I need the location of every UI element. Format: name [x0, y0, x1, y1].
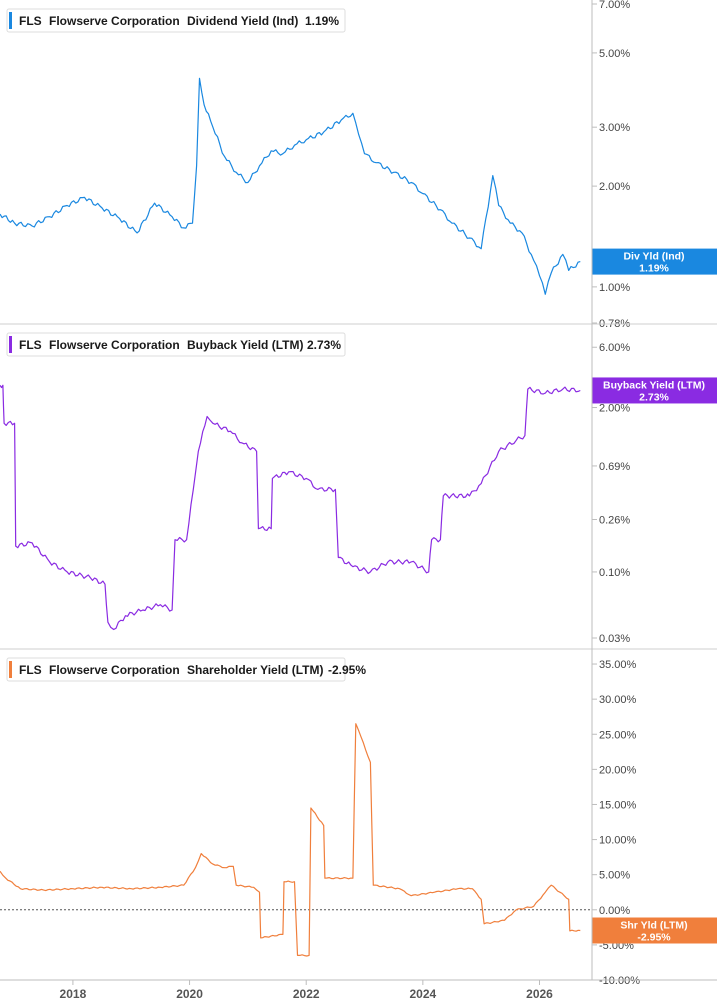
- x-tick-label: 2024: [410, 987, 437, 1001]
- shareholder-value-badge: [592, 917, 717, 944]
- y-tick-label: 2.00%: [599, 181, 630, 193]
- legend-metric: Dividend Yield (Ind): [187, 14, 298, 28]
- legend-metric: Shareholder Yield (LTM): [187, 663, 323, 677]
- y-tick-label: 0.10%: [599, 567, 630, 579]
- badge-label: Shr Yld (LTM): [620, 920, 687, 932]
- x-tick-label: 2022: [293, 987, 320, 1001]
- badge-value: 1.19%: [639, 263, 669, 275]
- legend-box: [6, 657, 346, 682]
- y-tick-label: 0.69%: [599, 461, 630, 473]
- y-tick-label: 15.00%: [599, 799, 637, 811]
- legend-color-swatch: [9, 12, 12, 29]
- legend-company: Flowserve Corporation: [49, 663, 180, 677]
- y-tick-label: 5.00%: [599, 48, 630, 60]
- legend-value: 1.19%: [305, 14, 339, 28]
- y-tick-label: 7.00%: [599, 0, 630, 11]
- legend-ticker: FLS: [19, 338, 42, 352]
- badge-value: 2.73%: [639, 391, 669, 403]
- legend-box: [6, 332, 346, 357]
- buyback-series-line: [0, 384, 581, 631]
- legend-box: [6, 8, 346, 33]
- legend-value: -2.95%: [328, 663, 366, 677]
- badge-label: Div Yld (Ind): [623, 251, 684, 263]
- y-tick-label: 30.00%: [599, 694, 637, 706]
- y-tick-label: 1.00%: [599, 282, 630, 294]
- y-tick-label: 3.00%: [599, 122, 630, 134]
- x-tick-label: 2018: [60, 987, 87, 1001]
- x-tick-label: 2020: [176, 987, 203, 1001]
- dividend-series-line: [0, 77, 581, 295]
- legend-value: 2.73%: [307, 338, 341, 352]
- y-tick-label: 0.00%: [599, 905, 630, 917]
- legend-color-swatch: [9, 661, 12, 678]
- legend-company: Flowserve Corporation: [49, 338, 180, 352]
- legend-ticker: FLS: [19, 663, 42, 677]
- shareholder-series-line: [0, 723, 581, 957]
- y-tick-label: 35.00%: [599, 659, 637, 671]
- buyback-value-badge: [592, 377, 717, 404]
- badge-label: Buyback Yield (LTM): [603, 379, 705, 391]
- y-tick-label: 0.26%: [599, 514, 630, 526]
- y-tick-label: 6.00%: [599, 342, 630, 354]
- badge-value: -2.95%: [637, 932, 671, 944]
- y-tick-label: 2.00%: [599, 403, 630, 415]
- y-tick-label: 20.00%: [599, 764, 637, 776]
- legend-company: Flowserve Corporation: [49, 14, 180, 28]
- legend-ticker: FLS: [19, 14, 42, 28]
- dividend-value-badge: [592, 248, 717, 275]
- y-tick-label: 0.03%: [599, 633, 630, 645]
- x-tick-label: 2026: [526, 987, 553, 1001]
- y-tick-label: 25.00%: [599, 729, 637, 741]
- legend-color-swatch: [9, 336, 12, 353]
- y-tick-label: 5.00%: [599, 870, 630, 882]
- y-tick-label: 10.00%: [599, 835, 637, 847]
- legend-metric: Buyback Yield (LTM): [187, 338, 303, 352]
- y-tick-label: -10.00%: [599, 975, 640, 987]
